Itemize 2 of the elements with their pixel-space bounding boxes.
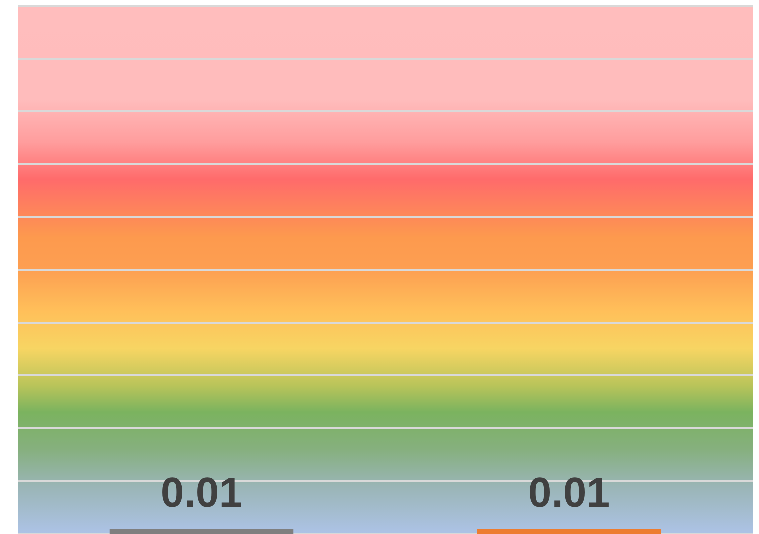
data-label: 0.01: [528, 469, 610, 516]
data-label: 0.01: [160, 469, 243, 516]
